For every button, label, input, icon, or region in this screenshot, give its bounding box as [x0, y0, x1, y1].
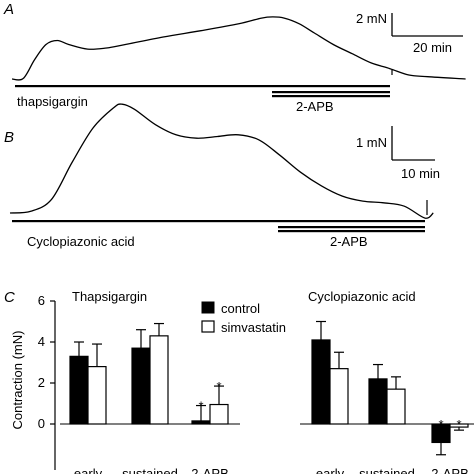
y-tick-label-4: 4: [38, 334, 45, 349]
panel-b: B 1 mN 10 min Cyclopiazonic acid 2-APB: [4, 103, 440, 249]
category-label-tg-2apb: 2-APB: [191, 466, 229, 474]
category-label-cpa-early: early: [316, 466, 345, 474]
panel-a: A 2 mN 20 min thapsigargin 2-APB: [3, 1, 466, 114]
legend-swatch-control: [201, 301, 215, 314]
treatment-bar-thapsigargin: [15, 85, 390, 88]
treatment-bar-2apb-a-lower: [272, 95, 390, 98]
scale-bar-b-x-label: 10 min: [401, 166, 440, 181]
legend: control simvastatin: [201, 301, 286, 335]
bar-tg-simvastatin-2apb: [209, 403, 229, 425]
bar-cpa-control-sustained: [368, 378, 388, 425]
treatment-bar-2apb-a-upper: [272, 91, 390, 94]
significance-tg-control-2apb: *: [198, 399, 203, 414]
trace-a-line: [11, 16, 466, 81]
legend-swatch-simvastatin: [201, 320, 215, 333]
treatment-label-2apb-b: 2-APB: [330, 234, 368, 249]
treatment-label-cyclopiazonic-acid: Cyclopiazonic acid: [27, 234, 135, 249]
treatment-bar-cyclopiazonic-acid: [12, 220, 425, 223]
group-title-thapsigargin: Thapsigargin: [72, 289, 147, 304]
bar-tg-control-2apb: [191, 420, 211, 425]
bar-plots: 0 2 4 6 * * early sustained 2-APB * * early sustaine…: [38, 293, 474, 474]
category-label-cpa-sustained: sustained: [359, 466, 415, 474]
scale-bar-a-x-label: 20 min: [413, 40, 452, 55]
category-label-tg-sustained: sustained: [122, 466, 178, 474]
treatment-bar-2apb-b-lower: [278, 230, 425, 233]
y-tick-label-6: 6: [38, 293, 45, 308]
scale-bar-b-y-label: 1 mN: [356, 135, 387, 150]
group-title-cyclopiazonic-acid: Cyclopiazonic acid: [308, 289, 416, 304]
bar-tg-control-early: [69, 355, 89, 425]
bar-cpa-simvastatin-early: [329, 368, 349, 425]
bar-tg-simvastatin-early: [87, 366, 107, 425]
panel-a-label: A: [3, 1, 14, 18]
trace-b-line: [9, 103, 434, 219]
panel-c: C Contraction (mN) Thapsigargin Cyclopia…: [4, 289, 474, 474]
y-tick-label-2: 2: [38, 375, 45, 390]
legend-label-simvastatin: simvastatin: [221, 320, 286, 335]
treatment-label-thapsigargin: thapsigargin: [17, 94, 88, 109]
significance-tg-simvastatin-2apb: *: [216, 379, 221, 394]
category-label-tg-early: early: [74, 466, 103, 474]
category-label-cpa-2apb: 2-APB: [431, 466, 469, 474]
treatment-bar-2apb-b-upper: [278, 226, 425, 229]
bar-tg-control-sustained: [131, 347, 151, 425]
significance-cpa-simvastatin-2apb: *: [456, 417, 461, 432]
panel-c-label: C: [4, 289, 15, 306]
bar-tg-simvastatin-sustained: [149, 335, 169, 425]
y-tick-label-0: 0: [38, 416, 45, 431]
legend-label-control: control: [221, 301, 260, 316]
panel-b-label: B: [4, 129, 14, 146]
scale-bar-a-y-label: 2 mN: [356, 11, 387, 26]
significance-cpa-control-2apb: *: [438, 417, 443, 432]
bar-cpa-control-early: [311, 339, 331, 425]
bar-cpa-simvastatin-sustained: [386, 388, 406, 425]
y-axis-label: Contraction (mN): [10, 331, 25, 430]
treatment-label-2apb-a: 2-APB: [296, 99, 334, 114]
